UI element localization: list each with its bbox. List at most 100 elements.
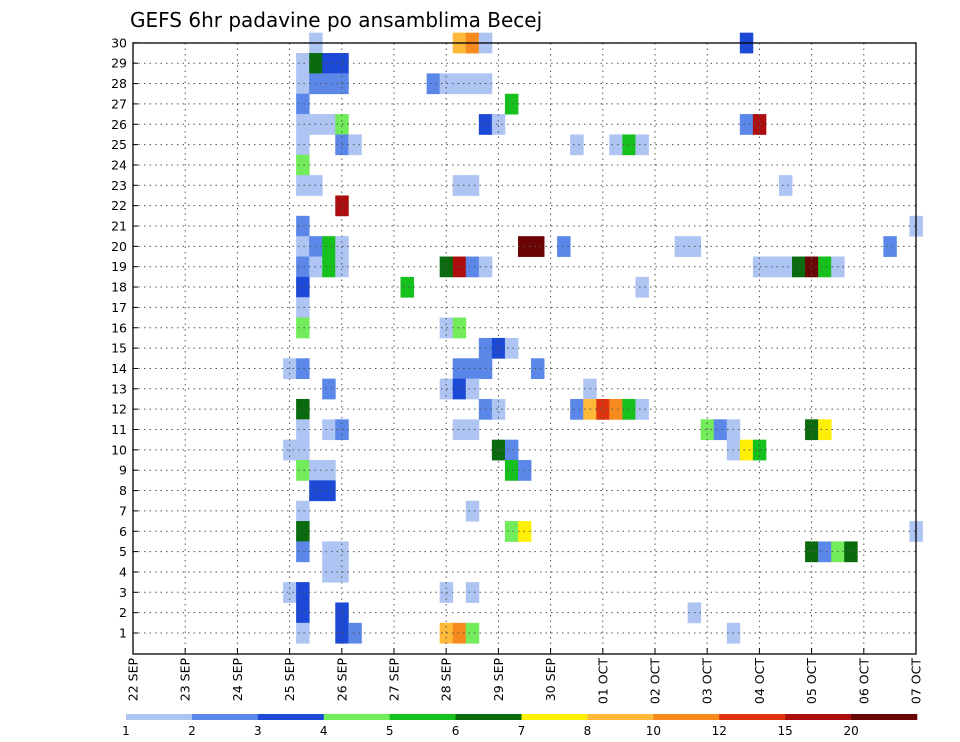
precip-cell [400,276,414,298]
precip-cell [296,582,310,603]
legend-label: 1 [122,724,130,738]
precip-cell [322,114,336,135]
y-tick-label: 18 [111,280,127,295]
y-tick-label: 8 [119,483,127,498]
precip-cell [805,419,819,441]
precip-cell [296,134,310,156]
precip-cell [504,521,519,542]
legend-swatch [785,714,852,720]
precip-cell [635,134,649,156]
x-tick-label: 27 SEP [387,658,402,702]
precip-cell [465,358,480,380]
legend-swatch [455,714,522,720]
precip-cell [322,236,336,257]
precip-cell [322,419,336,441]
precip-cell [635,398,649,420]
x-tick-label: 28 SEP [439,658,454,702]
precip-cell [322,73,336,95]
precip-cell [296,419,310,441]
precip-cell [491,398,506,420]
precip-cell [491,337,506,359]
legend-label: 7 [518,724,526,738]
precip-cell [296,276,310,298]
precip-cell [752,114,767,135]
precip-cell [609,134,623,156]
y-tick-label: 15 [111,341,127,356]
precip-cell [570,134,584,156]
x-tick-label: 04 OCT [752,658,767,704]
precip-cell [504,439,519,461]
precip-cell [296,439,310,461]
y-tick-label: 19 [111,259,127,274]
precip-cell [465,582,480,603]
legend-label: 15 [778,724,793,738]
legend: 1 2 3 4 5 6 7 8 10 12 15 20 [122,714,918,738]
precip-cell [439,256,454,278]
precip-cell [452,175,467,196]
y-tick-label: 20 [111,239,127,254]
legend-label: 10 [646,724,661,738]
precip-cell [504,337,519,359]
x-tick-label: 26 SEP [334,658,349,702]
y-tick-label: 5 [119,544,127,559]
precip-cell [439,582,454,603]
precip-cell [322,561,336,583]
x-tick-label: 01 OCT [595,658,610,704]
precip-cell [296,602,310,624]
precip-cell [439,622,454,644]
precip-cell [322,53,336,74]
precip-cell [296,500,310,522]
y-tick-label: 12 [111,402,127,417]
precip-cell [465,256,480,278]
precip-cell [296,521,310,542]
precip-cell [439,378,454,400]
precip-cell [465,500,480,522]
precip-cell [296,358,310,380]
precip-cell [296,398,310,420]
legend-swatch [851,714,918,720]
precip-cell [557,236,571,257]
y-tick-label: 21 [111,219,127,234]
x-tick-label: 25 SEP [282,658,297,702]
precip-cell [596,398,610,420]
legend-swatch [191,714,259,720]
y-tick-label: 26 [111,117,127,132]
chart-title: GEFS 6hr padavine po ansamblima Becej [130,8,542,32]
x-tick-label: 24 SEP [230,658,245,702]
precip-cell [348,622,362,644]
precip-cell [818,419,832,441]
legend-swatch [389,714,456,720]
legend-swatch [587,714,654,720]
x-tick-label: 03 OCT [700,658,715,704]
precip-cell [296,622,310,644]
precip-cell [322,541,336,563]
legend-label: 3 [254,724,262,738]
y-tick-label: 25 [111,137,127,152]
precip-cell [609,398,623,420]
precip-cell [674,236,689,257]
legend-swatch [257,714,325,720]
legend-swatch [126,714,193,720]
precip-cell [296,93,310,115]
legend-label: 2 [188,724,196,738]
y-tick-label: 16 [111,320,127,335]
precip-cell [296,317,310,339]
precip-cell [296,114,310,135]
precip-cell [844,541,858,563]
y-tick-label: 10 [111,442,127,457]
x-tick-label: 29 SEP [491,658,506,702]
precip-cell [296,541,310,563]
legend-label: 4 [320,724,328,738]
precip-cell [700,419,715,441]
precip-cell [296,73,310,95]
y-tick-label: 11 [111,422,127,437]
precip-cell [504,93,519,115]
precip-cell [818,256,832,278]
x-tick-label: 02 OCT [648,658,663,704]
precip-cell [296,297,310,318]
precip-cell [296,175,310,196]
y-tick-label: 9 [119,463,127,478]
y-tick-label: 2 [119,605,127,620]
precip-cell [452,358,467,380]
precip-cell [439,317,454,339]
